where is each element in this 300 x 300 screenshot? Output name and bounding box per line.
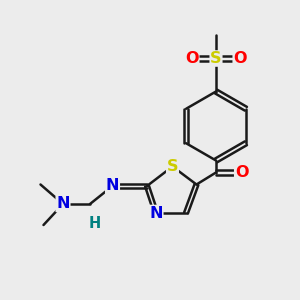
Text: N: N <box>56 196 70 211</box>
Text: N: N <box>149 206 163 220</box>
Text: H: H <box>88 216 101 231</box>
Text: O: O <box>185 51 199 66</box>
Text: S: S <box>167 159 178 174</box>
Text: O: O <box>233 51 247 66</box>
Text: N: N <box>106 178 119 194</box>
Text: S: S <box>210 51 222 66</box>
Text: O: O <box>235 165 248 180</box>
